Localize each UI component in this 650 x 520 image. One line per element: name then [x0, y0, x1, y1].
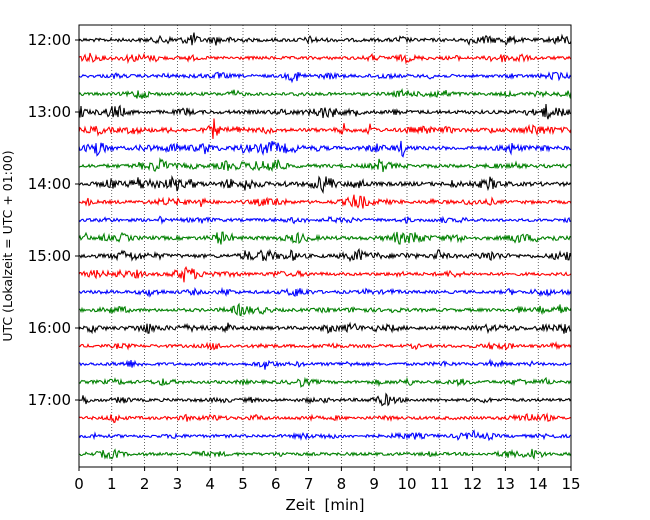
plot-frame	[78, 24, 572, 468]
x-tick-label: 1	[107, 475, 117, 493]
seismogram-trace	[78, 71, 572, 84]
x-tick-label: 8	[337, 475, 347, 493]
seismogram-trace	[78, 174, 572, 194]
seismogram-trace	[78, 52, 572, 65]
x-tick-label: 9	[369, 475, 379, 493]
x-axis-ticks: 0 1 2 3 4 5 6 7 8 9 10 11 12 13 14 15	[74, 467, 581, 493]
x-tick-label: 2	[140, 475, 150, 493]
seismogram-trace	[78, 412, 572, 424]
x-tick-label: 0	[74, 475, 84, 493]
seismogram-trace	[78, 286, 572, 298]
seismogram-trace	[78, 376, 572, 388]
seismogram-trace	[78, 321, 572, 335]
x-tick-label: 13	[496, 475, 515, 493]
x-tick-label: 14	[529, 475, 548, 493]
seismogram-trace	[78, 248, 572, 263]
seismogram-trace	[78, 266, 572, 283]
seismogram-trace	[78, 194, 572, 209]
seismogram-trace	[78, 118, 572, 139]
y-tick-label: 16:00	[28, 319, 71, 337]
x-tick-label: 10	[397, 475, 416, 493]
y-axis-label: UTC (Lokalzeit = UTC + 01:00)	[0, 150, 15, 341]
x-axis-label: Zeit [min]	[285, 496, 364, 514]
seismogram-trace	[78, 88, 572, 100]
seismogram-trace	[79, 302, 572, 317]
y-tick-label: 13:00	[28, 103, 71, 121]
x-tick-label: 6	[271, 475, 281, 493]
y-tick-label: 15:00	[28, 247, 71, 265]
seismogram-trace	[78, 140, 572, 158]
seismogram-trace	[78, 429, 572, 442]
seismogram-trace	[78, 104, 572, 120]
y-tick-label: 12:00	[28, 31, 71, 49]
y-axis-ticks: 12:00 13:00 14:00 15:00 16:00 17:00	[28, 31, 79, 409]
x-tick-label: 7	[304, 475, 314, 493]
x-tick-label: 11	[430, 475, 449, 493]
seismogram-trace	[78, 448, 572, 460]
x-tick-label: 5	[238, 475, 248, 493]
seismogram-trace	[78, 358, 572, 370]
seismogram-traces	[78, 32, 572, 460]
x-tick-label: 15	[561, 475, 580, 493]
seismogram-trace	[78, 215, 572, 225]
seismogram-trace	[78, 231, 572, 245]
x-tick-label: 12	[463, 475, 482, 493]
y-tick-label: 14:00	[28, 175, 71, 193]
y-tick-label: 17:00	[28, 391, 71, 409]
seismogram-trace	[78, 340, 572, 351]
x-tick-label: 3	[173, 475, 183, 493]
seismogram-trace	[78, 392, 572, 407]
x-tick-label: 4	[205, 475, 215, 493]
seismogram-trace	[78, 32, 572, 46]
seismogram-trace	[78, 157, 572, 173]
